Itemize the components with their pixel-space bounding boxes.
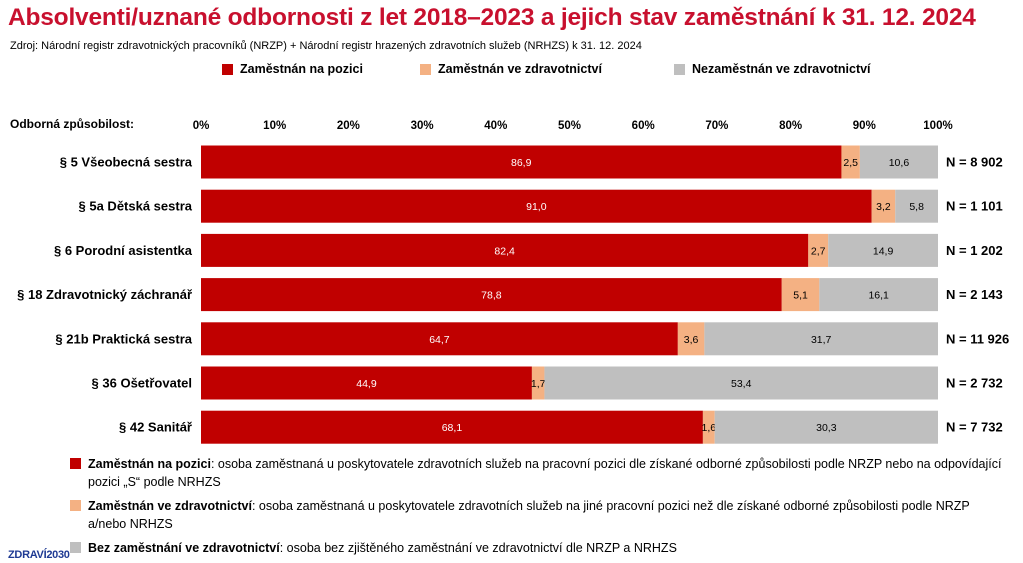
data-label: 10,6	[889, 157, 910, 169]
x-tick-label: 90%	[853, 120, 876, 132]
data-label: 14,9	[873, 245, 894, 257]
bar-segment	[819, 278, 938, 312]
bar-segment	[702, 410, 715, 444]
data-label: 78,8	[481, 290, 502, 302]
data-label: 86,9	[511, 157, 532, 169]
definition-term: Bez zaměstnání ve zdravotnictví	[88, 541, 280, 555]
bar-segment	[859, 145, 938, 179]
n-label: N = 2 732	[946, 376, 1003, 391]
n-label: N = 7 732	[946, 420, 1003, 435]
bar-segment	[871, 189, 896, 223]
data-label: 1,6	[701, 422, 716, 434]
category-axis-title: Odborná způsobilost:	[10, 117, 134, 131]
definition-term: Zaměstnán ve zdravotnictví	[88, 499, 252, 513]
definition-text: : osoba zaměstnaná u poskytovatele zdrav…	[88, 457, 1002, 489]
x-tick-label: 10%	[263, 120, 286, 132]
definition-term: Zaměstnán na pozici	[88, 457, 211, 471]
legend-item-employed-position: Zaměstnán na pozici	[222, 62, 363, 76]
x-tick-label: 20%	[337, 120, 360, 132]
bar-segment	[714, 410, 938, 444]
chart-title: Absolventi/uznané odbornosti z let 2018–…	[8, 4, 976, 31]
data-label: 2,5	[843, 157, 858, 169]
definition-swatch	[70, 542, 81, 553]
category-label: § 21b Praktická sestra	[55, 331, 192, 346]
bar-segment	[201, 322, 678, 356]
legend-swatch	[420, 63, 431, 75]
x-tick-label: 40%	[484, 120, 507, 132]
legend-swatch	[222, 63, 233, 75]
legend-swatch	[674, 63, 685, 75]
bar-segment	[531, 366, 545, 400]
definition-employed-health: Zaměstnán ve zdravotnictví: osoba zaměst…	[70, 497, 1010, 533]
category-label: § 5 Všeobecná sestra	[60, 155, 193, 170]
bar-segment	[201, 278, 782, 312]
x-tick-label: 0%	[193, 120, 210, 132]
data-label: 16,1	[868, 290, 889, 302]
category-label: § 42 Sanitář	[119, 420, 193, 435]
definitions: Zaměstnán na pozici: osoba zaměstnaná u …	[70, 455, 1010, 563]
legend-item-unemployed: Nezaměstnán ve zdravotnictví	[674, 62, 871, 76]
definition-text: : osoba zaměstnaná u poskytovatele zdrav…	[88, 499, 970, 531]
bar-segment	[841, 145, 860, 179]
data-label: 5,1	[793, 290, 808, 302]
category-label: § 18 Zdravotnický záchranář	[17, 287, 193, 302]
definition-unemployed: Bez zaměstnání ve zdravotnictví: osoba b…	[70, 539, 1010, 557]
definition-text: : osoba bez zjištěného zaměstnání ve zdr…	[279, 541, 677, 555]
category-label: § 5a Dětská sestra	[79, 199, 193, 214]
n-label: N = 8 902	[946, 155, 1003, 170]
x-tick-label: 50%	[558, 120, 581, 132]
legend-label: Zaměstnán ve zdravotnictví	[438, 62, 602, 76]
bar-segment	[704, 322, 938, 356]
definition-swatch	[70, 458, 81, 469]
x-tick-label: 30%	[411, 120, 434, 132]
n-label: N = 2 143	[946, 287, 1003, 302]
bar-segment	[828, 233, 938, 267]
data-label: 5,8	[909, 201, 924, 213]
category-label: § 36 Ošetřovatel	[92, 376, 192, 391]
bar-segment	[895, 189, 938, 223]
source-note: Zdroj: Národní registr zdravotnických pr…	[10, 40, 642, 52]
bar-segment	[677, 322, 705, 356]
data-label: 82,4	[494, 245, 515, 257]
x-tick-label: 60%	[632, 120, 655, 132]
bar-segment	[808, 233, 829, 267]
category-label: § 6 Porodní asistentka	[54, 243, 193, 258]
bar-segment	[201, 145, 842, 179]
definition-employed-position: Zaměstnán na pozici: osoba zaměstnaná u …	[70, 455, 1010, 491]
data-label: 44,9	[356, 378, 377, 390]
n-label: N = 11 926	[946, 331, 1009, 346]
zdravi2030-logo: ZDRAVÍ2030	[8, 549, 70, 561]
data-label: 30,3	[816, 422, 837, 434]
legend: Zaměstnán na pozici Zaměstnán ve zdravot…	[0, 62, 1023, 80]
data-label: 31,7	[811, 334, 832, 346]
x-tick-label: 80%	[779, 120, 802, 132]
bar-segment	[201, 366, 532, 400]
x-tick-label: 70%	[705, 120, 728, 132]
bar-segment	[781, 278, 820, 312]
data-label: 53,4	[731, 378, 752, 390]
bar-segment	[544, 366, 938, 400]
legend-item-employed-health: Zaměstnán ve zdravotnictví	[420, 62, 602, 76]
data-label: 68,1	[442, 422, 463, 434]
x-tick-label: 100%	[923, 120, 952, 132]
bar-segment	[201, 410, 703, 444]
n-label: N = 1 202	[946, 243, 1003, 258]
data-label: 64,7	[429, 334, 450, 346]
data-label: 2,7	[811, 245, 826, 257]
data-label: 1,7	[531, 378, 546, 390]
bar-segment	[201, 233, 809, 267]
stacked-bar-chart: 0% 10% 20% 30% 40% 50% 60% 70% 80% 90% 100% § 5 Vše…	[17, 120, 1009, 444]
data-label: 3,2	[876, 201, 891, 213]
legend-label: Zaměstnán na pozici	[240, 62, 363, 76]
data-label: 91,0	[526, 201, 547, 213]
n-label: N = 1 101	[946, 199, 1003, 214]
definition-swatch	[70, 500, 81, 511]
bar-segment	[201, 189, 872, 223]
data-label: 3,6	[684, 334, 699, 346]
legend-label: Nezaměstnán ve zdravotnictví	[692, 62, 871, 76]
